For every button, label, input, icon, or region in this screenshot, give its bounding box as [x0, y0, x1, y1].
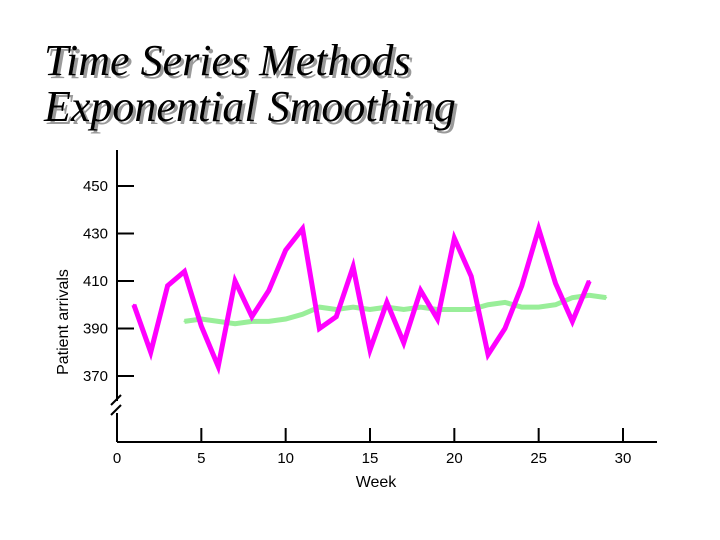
smoothed-data-point — [301, 313, 304, 316]
slide-title: Time Series Methods Exponential Smoothin… — [44, 38, 456, 130]
smoothed-data-point — [571, 296, 574, 299]
actual-data-point — [588, 280, 591, 282]
smoothed-data-point — [318, 306, 321, 309]
actual-data-point — [503, 327, 506, 330]
series-line-smoothed — [184, 292, 607, 327]
actual-data-point — [200, 325, 203, 328]
actual-data-point — [166, 284, 169, 287]
actual-data-point — [402, 341, 405, 344]
axis-break-mark — [110, 404, 122, 416]
actual-data-point — [183, 270, 186, 273]
smoothed-data-point — [537, 306, 540, 309]
actual-data-point — [149, 351, 152, 354]
smoothed-data-point — [520, 306, 523, 309]
axis-break-mark — [110, 394, 122, 406]
actual-data-point — [571, 320, 574, 323]
y-tick-label: 370 — [83, 368, 108, 385]
x-axis-title: Week — [356, 474, 398, 491]
smoothed-data-point — [217, 320, 220, 323]
actual-data-point — [284, 249, 287, 252]
actual-data-point — [267, 289, 270, 292]
y-tick-label: 390 — [83, 321, 108, 338]
smoothed-data-point — [470, 308, 473, 311]
actual-data-point — [453, 237, 456, 240]
smoothed-data-point — [183, 320, 186, 323]
actual-data-point — [217, 365, 220, 368]
x-tick-label: 0 — [113, 450, 121, 467]
actual-data-point — [385, 301, 388, 304]
smoothed-data-point — [588, 294, 591, 297]
chart-series — [131, 220, 608, 376]
smoothed-data-point — [554, 303, 557, 306]
smoothed-data-point — [503, 301, 506, 304]
smoothed-data-point — [402, 308, 405, 311]
x-tick-label: 20 — [446, 450, 463, 467]
actual-data-point — [369, 348, 371, 351]
actual-data-point — [419, 289, 422, 292]
actual-data-point — [352, 265, 355, 268]
smoothed-data-point — [267, 320, 270, 323]
smoothed-data-point — [352, 306, 355, 309]
smoothed-data-point — [605, 296, 608, 299]
actual-data-point — [537, 227, 540, 230]
actual-data-point — [554, 282, 557, 285]
actual-data-point — [301, 227, 304, 230]
smoothed-data-point — [453, 308, 456, 311]
slide-title-line-2: Exponential Smoothing — [44, 82, 456, 131]
x-tick-label: 5 — [197, 450, 205, 467]
slide-title-line-1: Time Series Methods — [44, 36, 411, 85]
y-axis-title: Patient arrivals — [55, 269, 72, 375]
actual-data-point — [487, 353, 490, 356]
y-tick-label: 410 — [83, 273, 108, 290]
y-tick-label: 450 — [83, 178, 108, 195]
actual-data-point — [318, 327, 321, 330]
smoothed-data-point — [369, 308, 371, 311]
actual-data-point — [132, 303, 135, 306]
x-tick-label: 15 — [362, 450, 379, 467]
actual-data-point — [470, 275, 473, 278]
chart-axes: 370 390 410 430 450 0 5 10 15 20 25 30 — [83, 150, 657, 467]
smoothed-data-point — [419, 306, 422, 309]
actual-data-point — [520, 284, 523, 287]
smoothed-data-point — [234, 322, 237, 325]
actual-data-point — [234, 280, 237, 282]
smoothed-data-point — [487, 303, 490, 306]
actual-data-point — [250, 315, 253, 318]
smoothed-data-point — [284, 318, 287, 320]
x-tick-label: 25 — [530, 450, 547, 467]
x-tick-label: 10 — [277, 450, 294, 467]
y-tick-label: 430 — [83, 226, 108, 243]
actual-data-point — [436, 318, 439, 320]
series-line-actual — [131, 220, 592, 376]
x-tick-label: 30 — [615, 450, 632, 467]
actual-data-point — [335, 315, 338, 318]
